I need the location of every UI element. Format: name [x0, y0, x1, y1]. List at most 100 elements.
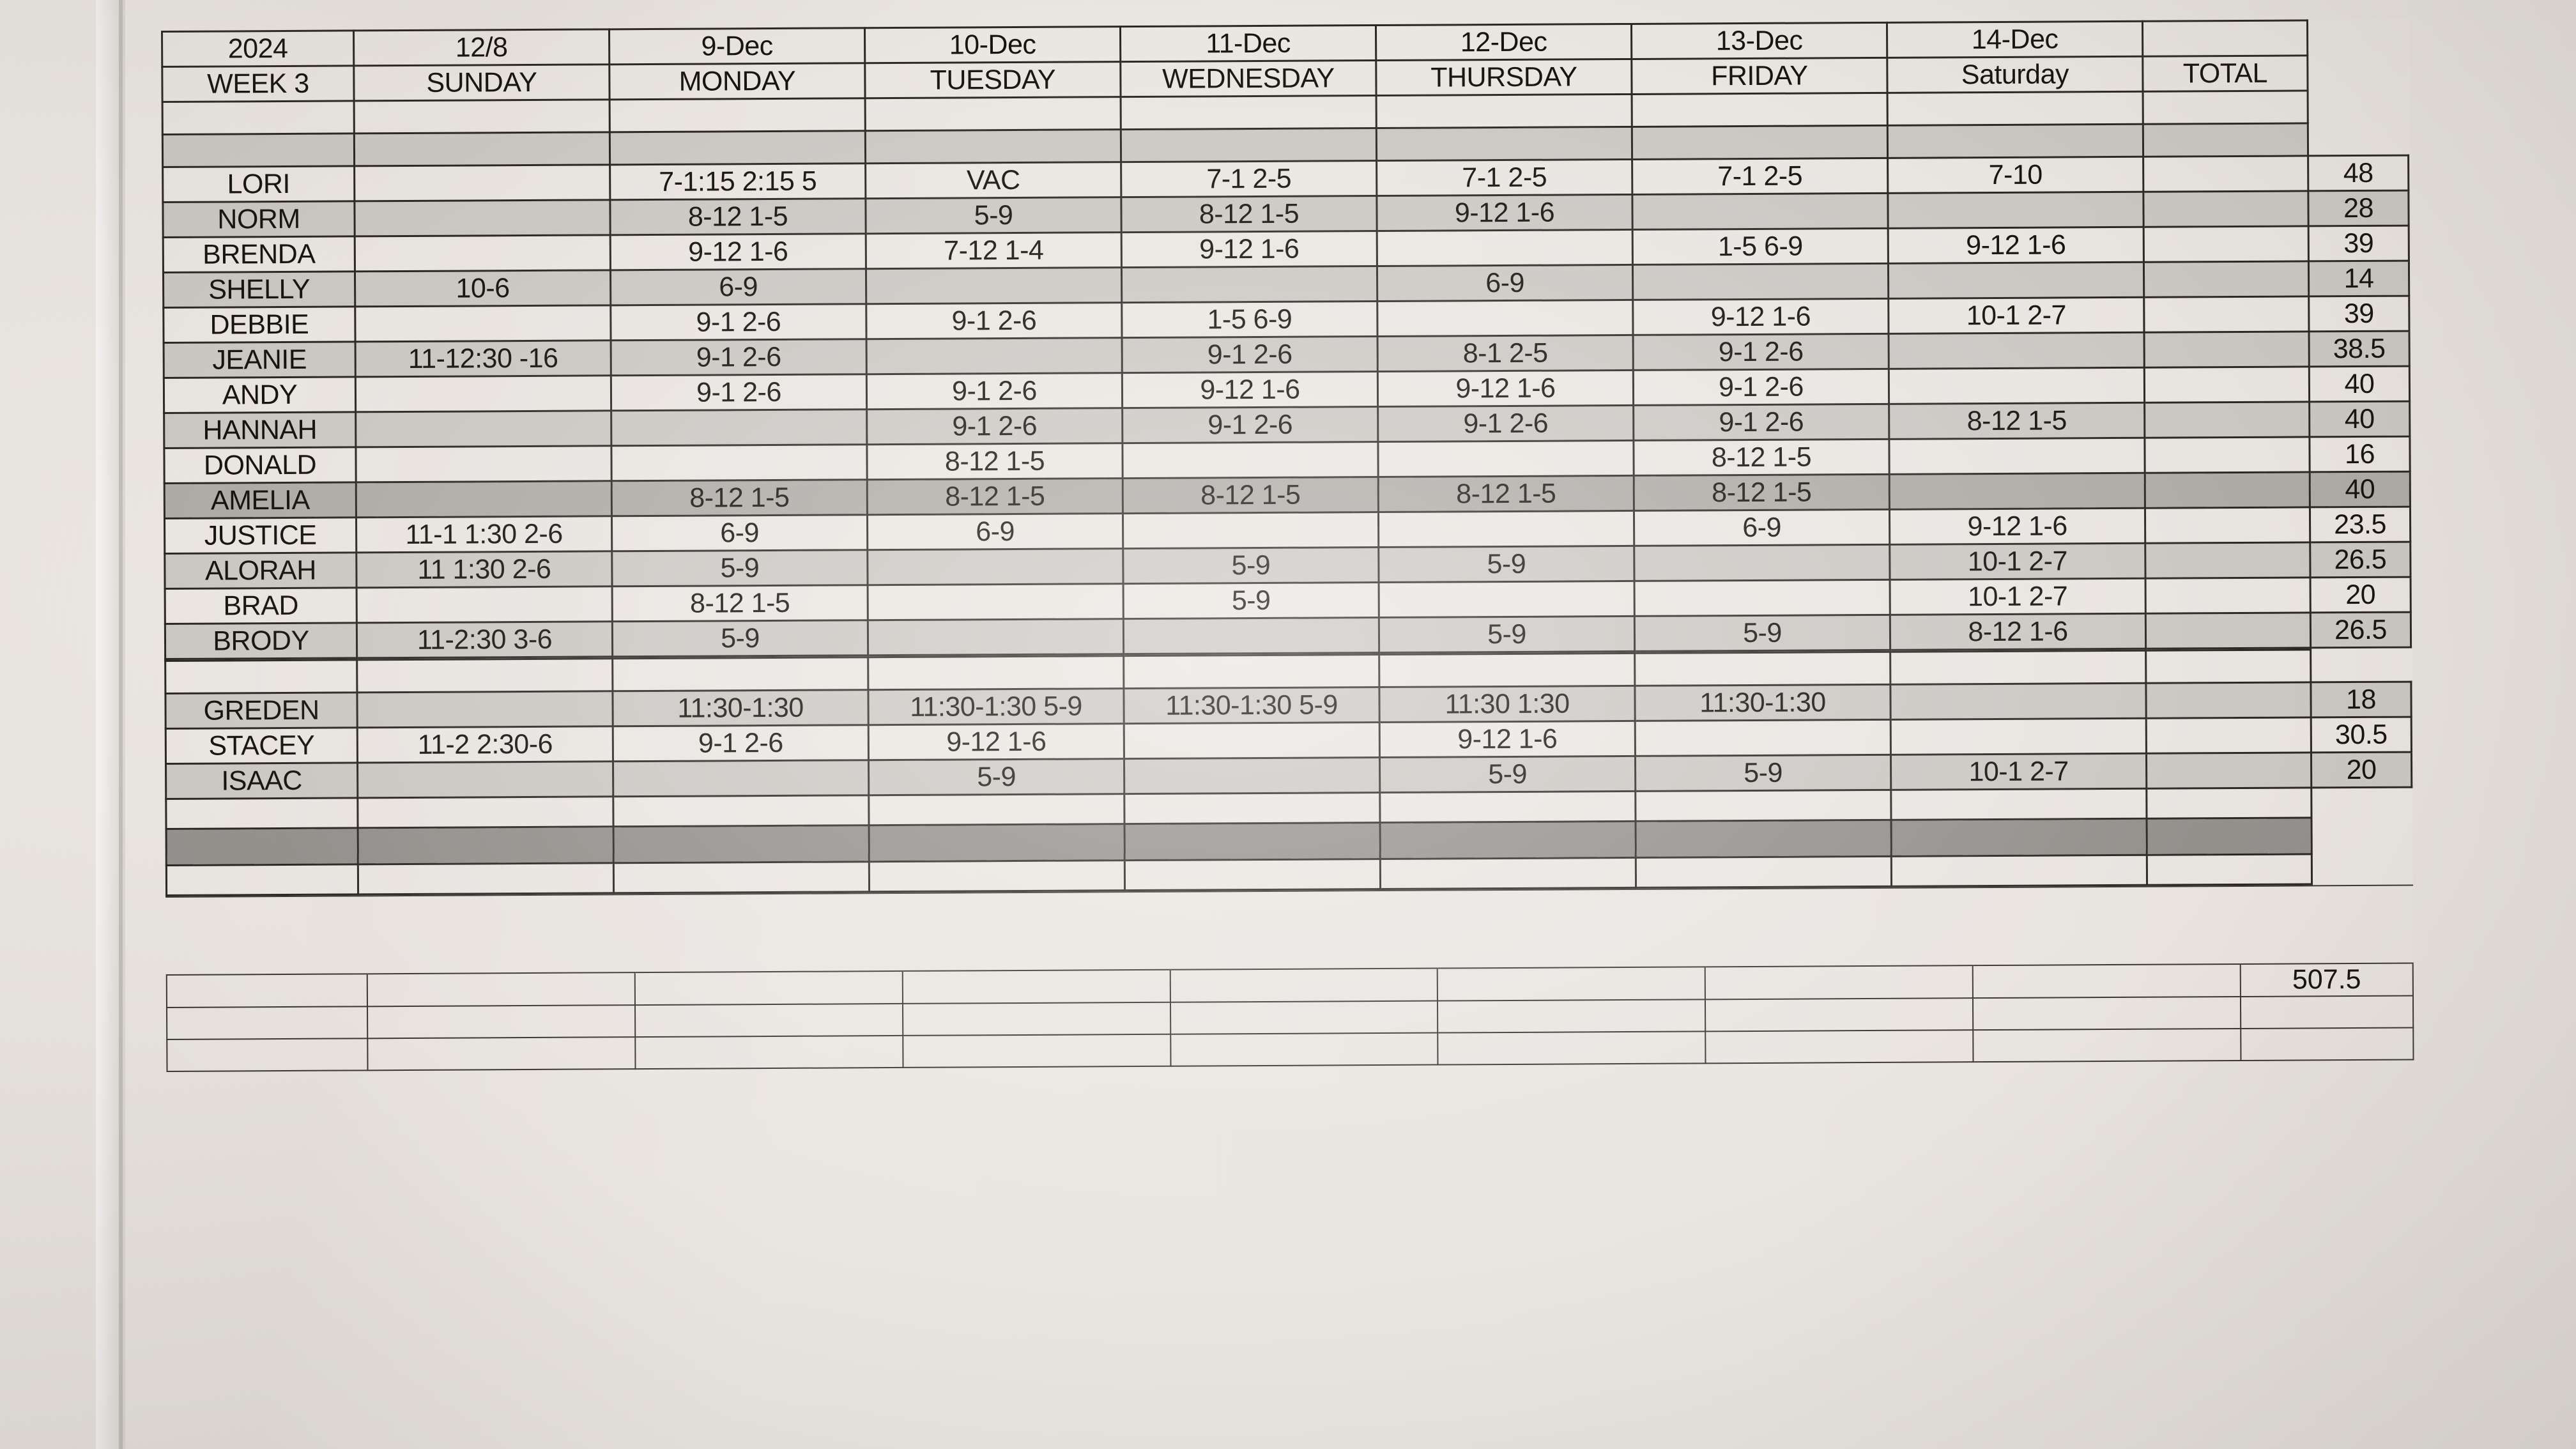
shift-cell-extra — [2145, 507, 2310, 544]
employee-name: JEANIE — [164, 341, 356, 378]
employee-name: NORM — [162, 201, 355, 238]
shift-cell-sunday — [356, 480, 612, 518]
shift-cell-sunday: 11 1:30 2-6 — [356, 551, 613, 588]
date-cell-sun: 12/8 — [353, 29, 610, 66]
blank-cell — [610, 130, 866, 165]
shift-cell-monday: 9-12 1-6 — [610, 233, 866, 270]
shift-cell-monday — [611, 444, 868, 481]
shift-cell-wednesday: 8-12 1-5 — [1121, 195, 1377, 233]
blank-cell — [1376, 126, 1632, 161]
shift-cell-monday: 6-9 — [610, 268, 866, 305]
footer-cell — [367, 1005, 636, 1039]
shift-cell-saturday — [1889, 367, 2145, 404]
blank-cell — [1124, 859, 1381, 891]
shift-cell-sunday — [354, 164, 610, 201]
day-header-total: TOTAL — [2142, 55, 2308, 92]
day-header-friday: FRIDAY — [1631, 57, 1888, 95]
blank-cell — [2145, 649, 2311, 684]
shift-cell-thursday: 6-9 — [1377, 264, 1633, 302]
shift-cell-monday: 5-9 — [612, 620, 868, 657]
shift-cell-saturday: 9-12 1-6 — [1889, 508, 2145, 545]
shift-cell-saturday — [1888, 262, 2144, 299]
shift-cell-thursday — [1379, 581, 1635, 618]
footer-cell — [1170, 968, 1438, 1002]
shift-cell-tuesday — [868, 618, 1124, 656]
employee-total: 14 — [2308, 261, 2409, 296]
footer-cell — [1438, 1031, 1706, 1065]
shift-cell-sunday — [356, 586, 613, 623]
footer-cell — [635, 1035, 903, 1070]
blank-cell — [166, 864, 358, 896]
shift-cell-thursday: 5-9 — [1378, 546, 1635, 583]
footer-cell — [166, 974, 368, 1008]
employee-total: 38.5 — [2309, 331, 2410, 367]
shift-cell-friday: 1-5 6-9 — [1632, 228, 1889, 265]
date-cell-wed: 11-Dec — [1120, 25, 1376, 62]
shift-cell-tuesday — [866, 337, 1123, 374]
band-cell — [2146, 817, 2312, 855]
shift-cell-extra — [2145, 612, 2311, 649]
footer-cell — [2241, 1027, 2414, 1061]
blank-cell — [354, 132, 610, 166]
shift-cell-tuesday: 9-1 2-6 — [866, 302, 1123, 339]
blank-cell — [868, 656, 1124, 690]
employee-name: JUSTICE — [164, 517, 356, 554]
day-header-saturday: Saturday — [1887, 56, 2143, 93]
shift-cell-friday: 5-9 — [1634, 615, 1890, 652]
band-cell — [358, 826, 614, 864]
footer-cell — [167, 1038, 368, 1071]
footer-open-row — [166, 885, 2413, 975]
shift-cell-wednesday: 9-12 1-6 — [1121, 231, 1377, 268]
blank-cell — [2143, 123, 2308, 157]
shift-cell-saturday — [1890, 718, 2147, 755]
blank-cell — [1890, 788, 2147, 820]
shift-cell-monday: 8-12 1-5 — [610, 198, 866, 235]
shift-cell-friday — [1632, 263, 1889, 300]
shift-cell-extra — [2145, 471, 2310, 509]
blank-cell — [2146, 787, 2312, 819]
employee-name: GREDEN — [165, 692, 358, 729]
footer-cell — [2240, 995, 2414, 1029]
employee-name: BRENDA — [163, 236, 355, 273]
blank-cell — [1887, 91, 2143, 126]
blank-cell — [165, 797, 358, 829]
day-header-wednesday: WEDNESDAY — [1120, 60, 1377, 97]
shift-cell-wednesday: 7-1 2-5 — [1121, 160, 1377, 197]
date-cell-fri: 13-Dec — [1631, 22, 1887, 59]
week-label-cell: WEEK 3 — [162, 65, 355, 102]
employee-name: BRAD — [165, 587, 357, 624]
employee-name: BRODY — [165, 622, 357, 659]
blank-cell — [865, 129, 1121, 164]
paper-left-edge — [119, 0, 123, 1449]
shift-cell-wednesday — [1124, 757, 1380, 794]
shift-cell-monday: 9-1 2-6 — [611, 374, 867, 411]
shift-cell-saturday: 10-1 2-7 — [1890, 578, 2146, 615]
shift-cell-wednesday — [1121, 266, 1377, 303]
shift-cell-wednesday: 1-5 6-9 — [1121, 301, 1378, 338]
blank-cell — [1634, 652, 1890, 686]
employee-name: ANDY — [164, 376, 356, 413]
shift-cell-extra — [2143, 261, 2309, 298]
blank-cell — [869, 860, 1125, 892]
employee-name: ISAAC — [165, 762, 358, 799]
band-cell — [166, 827, 358, 866]
shift-cell-friday: 9-1 2-6 — [1633, 334, 1889, 371]
blank-cell — [2147, 854, 2312, 885]
shift-cell-extra — [2146, 752, 2312, 789]
shift-cell-sunday — [355, 305, 611, 342]
shift-cell-sunday: 11-12:30 -16 — [355, 340, 611, 377]
shift-cell-tuesday: 5-9 — [865, 197, 1122, 234]
shift-cell-friday: 7-1 2-5 — [1632, 158, 1888, 195]
shift-cell-saturday — [1889, 438, 2145, 475]
footer-cell — [902, 1034, 1171, 1068]
shift-cell-saturday — [1889, 473, 2145, 510]
blank-cell — [356, 658, 613, 693]
shift-cell-wednesday — [1124, 722, 1380, 759]
employee-name: HANNAH — [164, 411, 356, 448]
footer-cell — [367, 894, 635, 974]
blank-cell — [162, 133, 355, 167]
shift-cell-tuesday: 7-12 1-4 — [866, 232, 1122, 269]
shift-cell-sunday: 11-1 1:30 2-6 — [356, 516, 612, 553]
employee-name: DONALD — [164, 447, 356, 484]
employee-name: SHELLY — [163, 271, 355, 308]
